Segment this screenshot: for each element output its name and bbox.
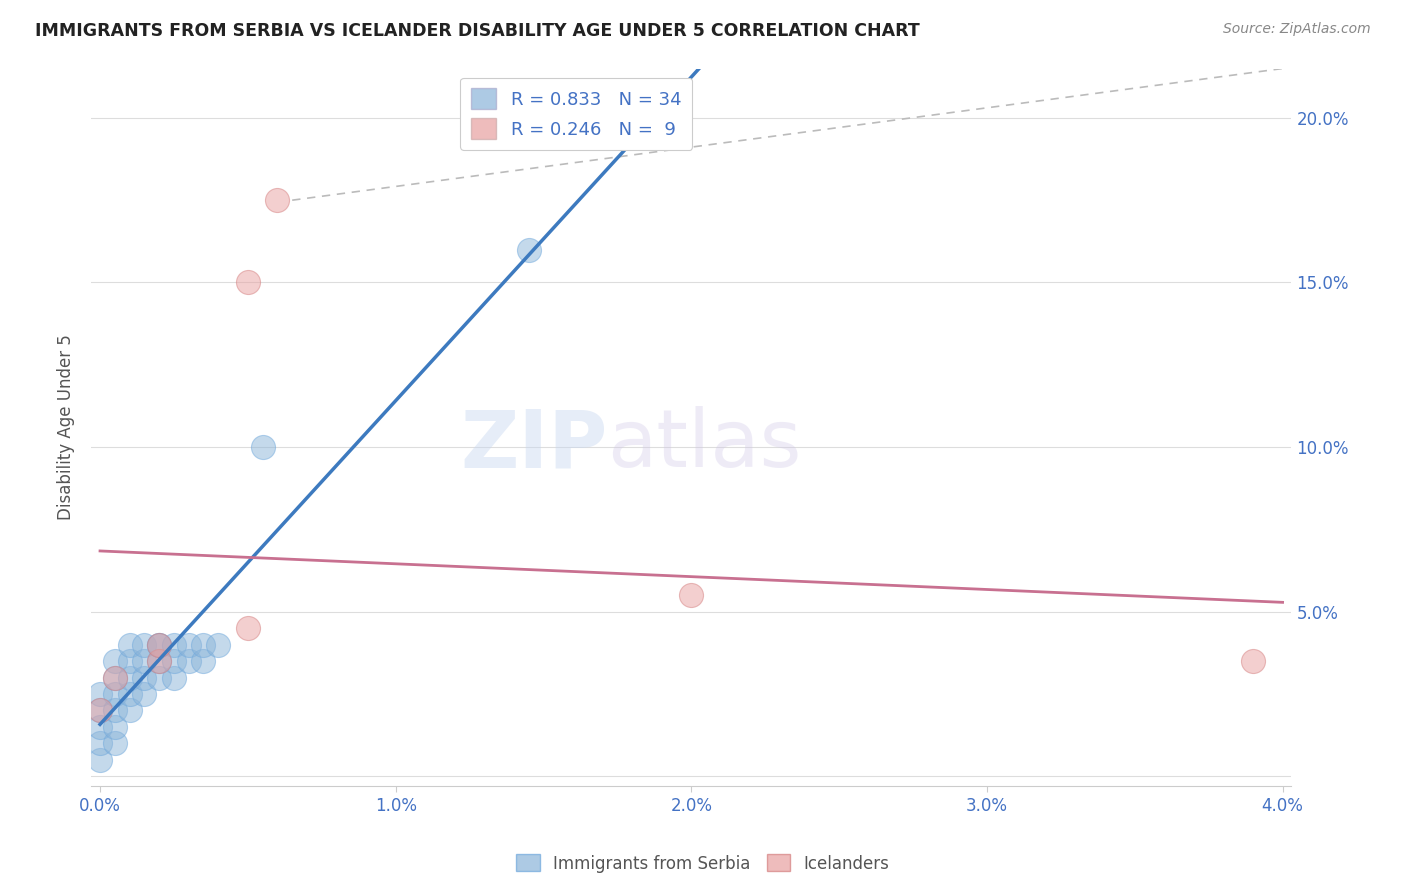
Text: ZIP: ZIP — [460, 406, 607, 484]
Y-axis label: Disability Age Under 5: Disability Age Under 5 — [58, 334, 75, 520]
Point — [148, 654, 170, 668]
Point — [134, 638, 156, 652]
Point — [148, 654, 170, 668]
Point — [681, 588, 703, 602]
Point — [517, 243, 540, 257]
Point — [118, 638, 141, 652]
Point — [177, 638, 200, 652]
Point — [118, 687, 141, 701]
Point — [163, 654, 186, 668]
Point — [252, 440, 274, 454]
Legend: R = 0.833   N = 34, R = 0.246   N =  9: R = 0.833 N = 34, R = 0.246 N = 9 — [460, 78, 692, 150]
Point — [207, 638, 229, 652]
Point — [193, 638, 215, 652]
Point — [89, 720, 111, 734]
Point — [89, 703, 111, 717]
Text: IMMIGRANTS FROM SERBIA VS ICELANDER DISABILITY AGE UNDER 5 CORRELATION CHART: IMMIGRANTS FROM SERBIA VS ICELANDER DISA… — [35, 22, 920, 40]
Point — [104, 654, 127, 668]
Point — [148, 638, 170, 652]
Point — [89, 753, 111, 767]
Point — [236, 276, 259, 290]
Point — [104, 736, 127, 750]
Text: atlas: atlas — [607, 406, 801, 484]
Point — [118, 654, 141, 668]
Point — [163, 671, 186, 685]
Point — [89, 736, 111, 750]
Point — [193, 654, 215, 668]
Point — [89, 703, 111, 717]
Point — [148, 671, 170, 685]
Point — [104, 720, 127, 734]
Point — [266, 193, 288, 207]
Point — [134, 671, 156, 685]
Point — [163, 638, 186, 652]
Point — [104, 703, 127, 717]
Legend: Immigrants from Serbia, Icelanders: Immigrants from Serbia, Icelanders — [510, 847, 896, 880]
Text: Source: ZipAtlas.com: Source: ZipAtlas.com — [1223, 22, 1371, 37]
Point — [104, 671, 127, 685]
Point — [134, 654, 156, 668]
Point — [236, 621, 259, 635]
Point — [177, 654, 200, 668]
Point — [148, 638, 170, 652]
Point — [104, 671, 127, 685]
Point — [1241, 654, 1264, 668]
Point — [118, 671, 141, 685]
Point — [89, 687, 111, 701]
Point — [118, 703, 141, 717]
Point — [104, 687, 127, 701]
Point — [148, 638, 170, 652]
Point — [134, 687, 156, 701]
